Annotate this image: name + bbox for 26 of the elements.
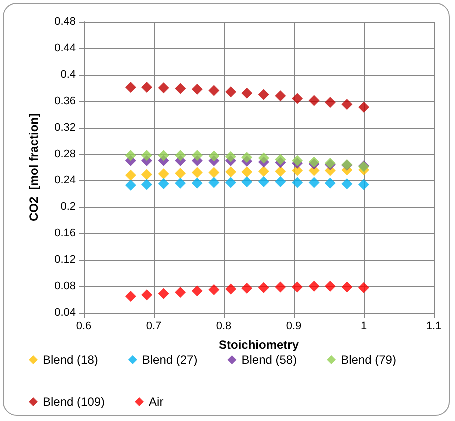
y-tick-label: 0.16 <box>54 228 76 240</box>
x-tick-label: 1.1 <box>426 320 442 332</box>
legend-label: Blend (79) <box>341 353 396 367</box>
legend-label: Blend (27) <box>142 353 198 367</box>
y-tick-label: 0.48 <box>54 16 76 28</box>
y-tick-label: 0.12 <box>54 254 76 266</box>
y-tick-label: 0.32 <box>54 122 76 134</box>
x-tick-label: 0.8 <box>216 320 232 332</box>
legend-label: Air <box>149 395 164 409</box>
y-tick-label: 0.4 <box>60 68 76 81</box>
legend-label: Blend (58) <box>242 353 298 367</box>
y-tick-label: 0.2 <box>60 201 76 214</box>
x-tick-label: 1 <box>360 320 368 332</box>
x-tick-label: 0.7 <box>146 320 162 332</box>
x-tick-label: 0.6 <box>76 320 92 332</box>
x-tick-label: 0.9 <box>286 320 302 332</box>
y-tick-label: 0.08 <box>54 280 76 293</box>
y-tick-label: 0.28 <box>54 148 76 160</box>
y-tick-label: 0.24 <box>54 174 76 187</box>
y-axis-title: CO2 [mol fraction] <box>27 113 41 222</box>
y-tick-label: 0.44 <box>54 42 76 54</box>
y-tick-label: 0.36 <box>54 95 76 108</box>
legend-label: Blend (109) <box>43 395 106 409</box>
x-axis-title: Stoichiometry <box>218 338 300 352</box>
legend-label: Blend (18) <box>43 353 98 367</box>
y-tick-label: 0.04 <box>54 307 76 319</box>
